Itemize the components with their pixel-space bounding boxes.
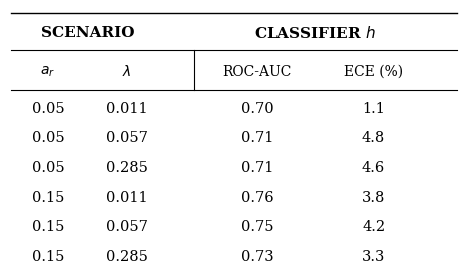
Text: 0.71: 0.71 <box>241 132 273 145</box>
Text: 0.75: 0.75 <box>241 220 273 234</box>
Text: ROC-AUC: ROC-AUC <box>223 65 292 79</box>
Text: 0.05: 0.05 <box>32 102 64 116</box>
Text: 4.2: 4.2 <box>362 220 385 234</box>
Text: 0.057: 0.057 <box>106 220 148 234</box>
Text: 0.057: 0.057 <box>106 132 148 145</box>
Text: 0.011: 0.011 <box>106 190 148 205</box>
Text: 0.285: 0.285 <box>106 250 148 262</box>
Text: $a_r$: $a_r$ <box>40 65 55 79</box>
Text: 0.05: 0.05 <box>32 132 64 145</box>
Text: 0.05: 0.05 <box>32 161 64 175</box>
Text: 1.1: 1.1 <box>362 102 385 116</box>
Text: CLASSIFIER $h$: CLASSIFIER $h$ <box>255 25 376 41</box>
Text: 4.8: 4.8 <box>362 132 385 145</box>
Text: 0.76: 0.76 <box>241 190 274 205</box>
Text: 3.8: 3.8 <box>362 190 385 205</box>
Text: 3.3: 3.3 <box>362 250 385 262</box>
Text: 0.71: 0.71 <box>241 161 273 175</box>
Text: 0.15: 0.15 <box>32 250 64 262</box>
Text: 0.15: 0.15 <box>32 220 64 234</box>
Text: 0.15: 0.15 <box>32 190 64 205</box>
Text: SCENARIO: SCENARIO <box>41 26 134 40</box>
Text: 0.011: 0.011 <box>106 102 148 116</box>
Text: $\lambda$: $\lambda$ <box>122 64 132 79</box>
Text: 0.285: 0.285 <box>106 161 148 175</box>
Text: ECE (%): ECE (%) <box>344 65 403 79</box>
Text: 0.70: 0.70 <box>241 102 274 116</box>
Text: 0.73: 0.73 <box>241 250 274 262</box>
Text: 4.6: 4.6 <box>362 161 385 175</box>
